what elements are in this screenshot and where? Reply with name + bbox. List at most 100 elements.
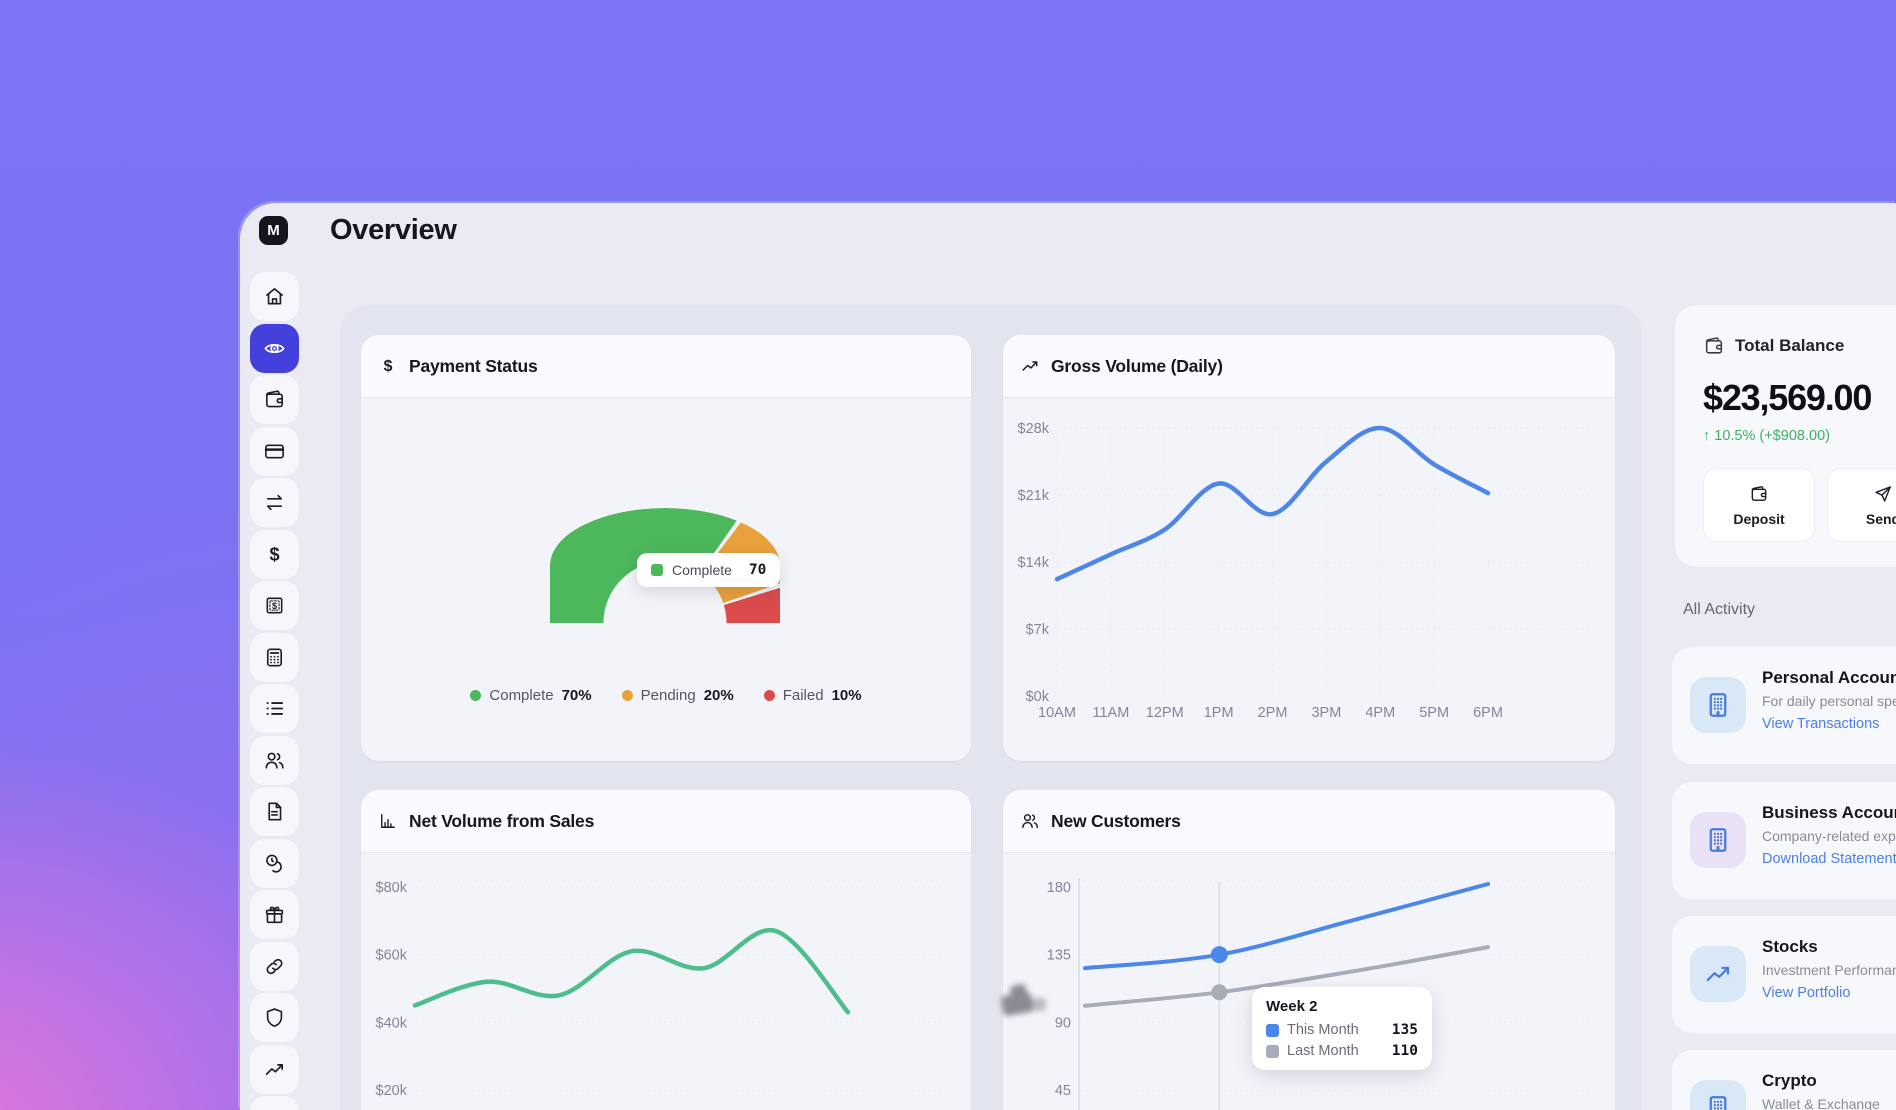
- total-balance-head: Total Balance: [1703, 335, 1896, 357]
- tooltip-heading: Week 2: [1266, 998, 1318, 1015]
- shield-icon: [263, 1006, 286, 1029]
- stocks-icon-tile: [1690, 946, 1746, 1002]
- balance-actions: Deposit Send: [1703, 468, 1896, 542]
- view-portfolio-link[interactable]: View Portfolio: [1762, 985, 1851, 1001]
- deposit-button[interactable]: Deposit: [1703, 468, 1815, 542]
- building-icon: [1703, 1093, 1733, 1110]
- activity-item-body: Business Account Company-related expense…: [1762, 803, 1896, 868]
- payment-status-header: Payment Status: [361, 335, 971, 398]
- legend-item-failed: Failed 10%: [763, 687, 862, 704]
- list-icon: [263, 697, 286, 720]
- gross-volume-title: Gross Volume (Daily): [1051, 355, 1223, 376]
- home-icon: [263, 285, 286, 308]
- sidebar-item-home[interactable]: [250, 272, 299, 321]
- app-logo[interactable]: M: [259, 216, 288, 245]
- send-icon: [1873, 484, 1893, 504]
- total-balance-label: Total Balance: [1735, 336, 1845, 355]
- total-balance-amount: $23,569.00: [1703, 377, 1872, 418]
- blurred-cursor-artifact: [1000, 982, 1052, 1024]
- sidebar-item-customers[interactable]: [250, 735, 299, 785]
- sidebar-item-wallet[interactable]: [250, 375, 299, 424]
- activity-title: Personal Account: [1762, 668, 1896, 687]
- sidebar-item-links[interactable]: [250, 941, 299, 991]
- sidebar-item-transfers[interactable]: [250, 478, 299, 527]
- charts-container: Payment Status Complete 70 Complete 70%: [340, 305, 1642, 1110]
- sidebar-item-more[interactable]: [250, 1096, 299, 1110]
- sidebar-item-rewards[interactable]: [250, 890, 299, 939]
- calculator-icon: [263, 646, 286, 669]
- svg-text:180: 180: [1047, 880, 1071, 896]
- sidebar-item-security[interactable]: [250, 993, 299, 1042]
- complete-swatch: [651, 564, 663, 576]
- net-volume-chart[interactable]: $20k $40k $60k $80k: [361, 790, 971, 1110]
- gauge-tooltip-value: 70: [748, 562, 767, 578]
- sidebar-item-overview[interactable]: [250, 323, 299, 373]
- personal-account-icon-tile: [1690, 677, 1746, 733]
- activity-item-personal-account[interactable]: Personal Account For daily personal spen…: [1672, 647, 1896, 764]
- pending-dot: [621, 690, 633, 701]
- svg-text:$7k: $7k: [1026, 622, 1050, 638]
- wallet-icon: [263, 388, 286, 411]
- sidebar: [250, 272, 299, 1110]
- new-customers-header: New Customers: [1003, 790, 1615, 853]
- gross-volume-card: Gross Volume (Daily) $0k $7k $14k $21k $28k 1…: [1003, 335, 1615, 761]
- svg-text:$40k: $40k: [376, 1015, 408, 1031]
- activity-title: Business Account: [1762, 803, 1896, 822]
- sidebar-item-invoices[interactable]: [250, 581, 299, 630]
- payment-status-title: Payment Status: [409, 355, 538, 376]
- send-button[interactable]: Send: [1827, 468, 1896, 542]
- main-panel: M Overview: [240, 203, 1896, 1110]
- svg-text:$80k: $80k: [376, 880, 408, 896]
- new-customers-title: New Customers: [1051, 810, 1181, 831]
- gift-icon: [263, 903, 286, 926]
- tooltip-label: Last Month: [1287, 1043, 1359, 1059]
- svg-text:90: 90: [1055, 1015, 1071, 1031]
- link-icon: [263, 955, 286, 978]
- wallet-icon: [1749, 484, 1769, 504]
- gross-volume-chart[interactable]: $0k $7k $14k $21k $28k 10AM 11AM 12PM 1PM 2PM 3PM 4…: [1003, 335, 1615, 761]
- new-customers-chart[interactable]: 45 90 135 180: [1003, 790, 1615, 1110]
- sidebar-item-coins[interactable]: [250, 838, 299, 888]
- trending-up-icon: [1703, 959, 1733, 989]
- document-icon: [263, 800, 286, 823]
- sidebar-item-lists[interactable]: [250, 684, 299, 733]
- activity-item-body: Personal Account For daily personal spen…: [1762, 668, 1896, 733]
- crypto-icon-tile: [1690, 1080, 1746, 1110]
- tooltip-value: 135: [1391, 1022, 1418, 1038]
- building-icon: [1703, 690, 1733, 720]
- failed-dot: [763, 690, 775, 701]
- legend-label: Complete: [489, 687, 554, 704]
- gross-volume-header: Gross Volume (Daily): [1003, 335, 1615, 398]
- svg-text:45: 45: [1055, 1083, 1071, 1099]
- activity-title: Crypto: [1762, 1071, 1817, 1090]
- download-statements-link[interactable]: Download Statements: [1762, 851, 1896, 867]
- svg-text:4PM: 4PM: [1365, 705, 1395, 721]
- activity-subtitle: Company-related expenses: [1762, 828, 1896, 844]
- sidebar-item-payments[interactable]: [250, 529, 299, 579]
- sidebar-item-cards[interactable]: [250, 426, 299, 476]
- page-title: Overview: [330, 214, 457, 246]
- tooltip-row-this-month: This Month 135: [1266, 1022, 1418, 1038]
- activity-title: Stocks: [1762, 937, 1818, 956]
- tooltip-value: 110: [1391, 1043, 1418, 1059]
- business-account-icon-tile: [1690, 812, 1746, 868]
- activity-item-crypto[interactable]: Crypto Wallet & Exchange: [1672, 1050, 1896, 1110]
- legend-value: 20%: [703, 687, 734, 704]
- svg-text:5PM: 5PM: [1419, 705, 1449, 721]
- deposit-label: Deposit: [1733, 510, 1785, 527]
- svg-text:$14k: $14k: [1018, 555, 1050, 571]
- svg-text:$20k: $20k: [376, 1083, 408, 1099]
- building-icon: [1703, 825, 1733, 855]
- activity-item-body: Crypto Wallet & Exchange: [1762, 1071, 1896, 1110]
- activity-item-business-account[interactable]: Business Account Company-related expense…: [1672, 782, 1896, 899]
- legend-value: 10%: [831, 687, 862, 704]
- users-icon: [263, 749, 286, 772]
- sidebar-item-documents[interactable]: [250, 787, 299, 836]
- legend-label: Pending: [640, 687, 696, 704]
- activity-subtitle: For daily personal spending: [1762, 693, 1896, 709]
- svg-text:10AM: 10AM: [1038, 705, 1076, 721]
- sidebar-item-analytics[interactable]: [250, 1044, 299, 1094]
- view-transactions-link[interactable]: View Transactions: [1762, 716, 1880, 732]
- sidebar-item-calculator[interactable]: [250, 632, 299, 682]
- activity-item-stocks[interactable]: Stocks Investment Performance View Portf…: [1672, 916, 1896, 1033]
